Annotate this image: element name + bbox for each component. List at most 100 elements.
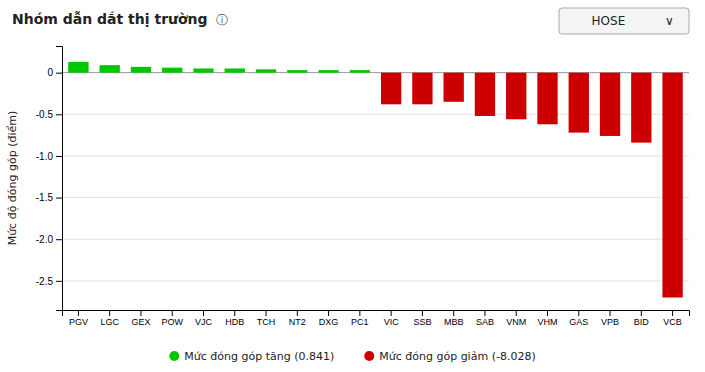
x-tick-label: SSB bbox=[413, 317, 431, 327]
grid bbox=[62, 73, 689, 281]
x-tick-mark bbox=[484, 310, 485, 316]
y-tick: -1.0 bbox=[36, 151, 62, 162]
y-axis: 0 -0.5 -1.0 -1.5 -2.0 -2.5 bbox=[36, 47, 63, 311]
x-tick-label: MBB bbox=[444, 317, 464, 327]
x-tick-label: POW bbox=[161, 317, 183, 327]
bar bbox=[225, 68, 245, 72]
y-tick-label: -0.5 bbox=[36, 109, 54, 120]
x-tick-label: VJC bbox=[195, 317, 213, 327]
x-tick: TCH bbox=[257, 310, 276, 327]
x-tick: PC1 bbox=[351, 310, 369, 327]
x-tick: PGV bbox=[69, 310, 88, 327]
y-tick: -2.5 bbox=[36, 276, 62, 287]
legend-item: Mức đóng góp tăng (0.841) bbox=[169, 350, 334, 363]
x-tick-label: HDB bbox=[225, 317, 244, 327]
x-tick-mark bbox=[610, 310, 611, 316]
x-tick-label: VCB bbox=[663, 317, 682, 327]
x-tick-label: VHM bbox=[537, 317, 557, 327]
x-tick: LGC bbox=[100, 310, 119, 327]
x-tick-mark bbox=[234, 310, 235, 316]
y-tick: 0 bbox=[47, 67, 62, 78]
x-tick-mark bbox=[641, 310, 642, 316]
y-axis-title: Mức độ đóng góp (điểm) bbox=[6, 111, 19, 246]
x-tick-label: VNM bbox=[506, 317, 526, 327]
x-tick-label: PGV bbox=[69, 317, 88, 327]
x-tick-label: BID bbox=[634, 317, 650, 327]
grid-line bbox=[62, 155, 689, 156]
title-icon: ⓘ bbox=[216, 13, 228, 27]
x-tick-mark bbox=[266, 310, 267, 316]
x-axis-line bbox=[63, 311, 690, 317]
chart-title: Nhóm dẫn dắt thị trường bbox=[12, 11, 208, 27]
bar bbox=[569, 73, 589, 133]
x-tick-label: VPB bbox=[601, 317, 619, 327]
bar bbox=[600, 73, 620, 136]
x-tick-mark bbox=[672, 310, 673, 316]
chart-root: Nhóm dẫn dắt thị trường ⓘ HOSE ∨ 0 -0.5 -1.0 -1… bbox=[0, 0, 705, 372]
x-tick-mark bbox=[578, 310, 579, 316]
bar bbox=[318, 70, 338, 72]
x-tick-mark bbox=[109, 310, 110, 316]
y-tick-label: 0 bbox=[47, 67, 53, 78]
x-tick-mark bbox=[391, 310, 392, 316]
x-tick: VHM bbox=[537, 310, 557, 327]
bar bbox=[100, 65, 120, 72]
x-tick-label: LGC bbox=[100, 317, 119, 327]
x-tick: SAB bbox=[476, 310, 494, 327]
grid-line bbox=[62, 239, 689, 240]
exchange-dropdown: HOSE ∨ bbox=[559, 8, 689, 34]
x-tick: VIC bbox=[384, 310, 400, 327]
y-tick: -2.0 bbox=[36, 234, 62, 245]
x-tick-label: SAB bbox=[476, 317, 494, 327]
x-tick-mark bbox=[203, 310, 204, 316]
bar bbox=[131, 67, 151, 73]
x-tick-label: NT2 bbox=[289, 317, 306, 327]
y-axis-line bbox=[56, 47, 63, 311]
bar bbox=[444, 73, 464, 102]
y-tick-mark bbox=[56, 114, 62, 115]
dropdown-label: HOSE bbox=[592, 14, 626, 28]
bar bbox=[68, 62, 88, 73]
y-tick: -0.5 bbox=[36, 109, 62, 120]
x-tick-label: TCH bbox=[257, 317, 276, 327]
grid-line bbox=[62, 280, 689, 281]
bar bbox=[350, 70, 370, 72]
plot-area: 0 -0.5 -1.0 -1.5 -2.0 -2.5 PGV LGC GEX POW VJC HDB T… bbox=[36, 47, 690, 328]
bar-series bbox=[381, 73, 683, 298]
y-tick: -1.5 bbox=[36, 192, 62, 203]
bar bbox=[381, 73, 401, 105]
x-tick-mark bbox=[297, 310, 298, 316]
x-tick-label: GAS bbox=[569, 317, 588, 327]
dropdown-chevron: ∨ bbox=[665, 14, 674, 28]
bar bbox=[193, 68, 213, 72]
bar bbox=[162, 68, 182, 73]
dropdown-box bbox=[559, 8, 689, 34]
x-tick: NT2 bbox=[289, 310, 306, 327]
legend: Mức đóng góp tăng (0.841) Mức đóng góp gi… bbox=[169, 350, 535, 363]
x-tick-mark bbox=[453, 310, 454, 316]
x-tick: DXG bbox=[319, 310, 339, 327]
x-tick-mark bbox=[172, 310, 173, 316]
grid-line bbox=[62, 197, 689, 198]
y-tick-label: -1.5 bbox=[36, 192, 54, 203]
legend-label: Mức đóng góp giảm (-8.028) bbox=[379, 350, 535, 363]
bar bbox=[537, 73, 557, 125]
x-tick: HDB bbox=[225, 310, 244, 327]
x-tick: VJC bbox=[195, 310, 213, 327]
legend-swatch bbox=[169, 351, 179, 361]
y-tick-mark bbox=[56, 156, 62, 157]
x-tick: GEX bbox=[131, 310, 150, 327]
x-tick-mark bbox=[422, 310, 423, 316]
bar bbox=[506, 73, 526, 120]
x-tick: VCB bbox=[663, 310, 682, 327]
x-tick-mark bbox=[328, 310, 329, 316]
x-tick-mark bbox=[547, 310, 548, 316]
y-tick-mark bbox=[56, 73, 62, 74]
y-tick-mark bbox=[56, 198, 62, 199]
x-axis: PGV LGC GEX POW VJC HDB TCH NT2 DXG PC1 VIC SSB MBB S… bbox=[63, 310, 690, 327]
bar bbox=[662, 73, 682, 298]
bar bbox=[287, 70, 307, 72]
bar-series bbox=[68, 62, 370, 73]
legend-item: Mức đóng góp giảm (-8.028) bbox=[364, 350, 535, 363]
x-tick: BID bbox=[634, 310, 650, 327]
